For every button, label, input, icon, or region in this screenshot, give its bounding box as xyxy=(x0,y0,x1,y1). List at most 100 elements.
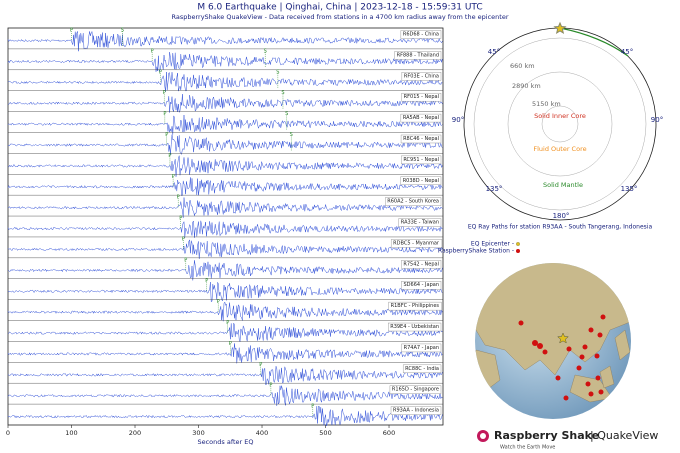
title: M 6.0 Earthquake | Qinghai, China | 2023… xyxy=(197,3,482,13)
x-tick-label: 200 xyxy=(129,429,141,437)
station-label-box xyxy=(401,281,442,290)
station-label: R7542 - Nepal xyxy=(403,261,439,267)
legend-epicenter: EQ Epicenter - xyxy=(471,241,514,248)
station-label: R8C46 - Nepal xyxy=(403,136,439,142)
station-label-box xyxy=(400,134,442,144)
p-label: P xyxy=(70,28,73,34)
waveform xyxy=(7,114,443,135)
waveform xyxy=(8,155,443,177)
waveform xyxy=(7,30,443,52)
waveform xyxy=(7,71,443,92)
angle-label: 135° xyxy=(621,185,638,193)
station-label-box xyxy=(398,218,442,227)
station-label: R038D - Nepal xyxy=(403,178,439,184)
depth-label: 660 km xyxy=(510,62,535,70)
waveform xyxy=(7,197,443,218)
p-label: P xyxy=(229,341,232,347)
s-label: S xyxy=(276,69,279,75)
waveform xyxy=(7,301,443,322)
waveform xyxy=(7,177,443,197)
angle-label: 45° xyxy=(621,48,633,56)
depth-label: 2890 km xyxy=(512,82,541,90)
station-label: R93AA - Indonesia xyxy=(393,408,439,414)
waveform xyxy=(7,134,443,155)
station-label-box xyxy=(401,343,442,353)
ray-diagram: 660 km 2890 km 5150 km Solid Inner Core … xyxy=(452,21,663,231)
p-label: P xyxy=(226,320,229,326)
logo: Raspberry Shake | QuakeView Watch the Ea… xyxy=(477,429,658,451)
angle-label: 90° xyxy=(452,116,464,124)
waveform xyxy=(7,238,443,260)
station-label-box xyxy=(400,30,442,39)
waveform xyxy=(7,343,443,364)
p-label: P xyxy=(165,132,168,138)
waveform xyxy=(7,322,443,342)
station-label-box xyxy=(390,239,443,248)
waveform xyxy=(7,366,443,386)
subtitle: RaspberryShake QuakeView - Data received… xyxy=(171,13,508,21)
station-label: R6D68 - China xyxy=(403,32,439,38)
station-label: R1BFC - Philippines xyxy=(391,303,440,309)
angle-label: 135° xyxy=(486,185,503,193)
waveform xyxy=(7,282,443,303)
angle-label: 90° xyxy=(651,116,663,124)
station-label-box xyxy=(388,322,442,332)
waveform xyxy=(7,52,443,72)
s-label: S xyxy=(264,48,267,54)
core-label: Solid Inner Core xyxy=(534,112,586,120)
station-label: RC88C - India xyxy=(405,366,439,372)
station-label: R39E4 - Uzbekistan xyxy=(390,324,439,330)
logo-brand: Raspberry Shake xyxy=(494,429,599,442)
ray-caption: EQ Ray Paths for station R93AA - South T… xyxy=(468,224,653,231)
depth-label: 5150 km xyxy=(532,100,561,108)
waveform xyxy=(7,406,443,427)
p-label: P xyxy=(151,48,154,54)
station-label: RF015 - Nepal xyxy=(404,94,439,100)
x-tick-label: 300 xyxy=(192,429,204,437)
p-label: P xyxy=(172,174,175,180)
x-tick-label: 400 xyxy=(256,429,268,437)
logo-product: | QuakeView xyxy=(590,429,658,442)
angle-label: 180° xyxy=(553,212,570,220)
x-tick-label: 500 xyxy=(319,429,331,437)
station-label-box xyxy=(400,113,442,123)
station-label-box xyxy=(400,176,442,185)
x-tick-label: 600 xyxy=(383,429,395,437)
station-label-box xyxy=(401,260,442,269)
p-label: P xyxy=(182,236,185,242)
x-tick-label: 0 xyxy=(6,429,10,437)
station-label-box xyxy=(401,92,442,102)
station-label: RA33E - Taiwan xyxy=(401,220,439,226)
s-label: S xyxy=(285,111,288,117)
waveform xyxy=(7,385,443,406)
core-label: Fluid Outer Core xyxy=(533,145,586,153)
p-label: P xyxy=(163,111,166,117)
x-axis-label: Seconds after EQ xyxy=(197,438,253,446)
p-label: P xyxy=(259,362,262,368)
station-label-box xyxy=(389,385,442,394)
p-label: P xyxy=(168,153,171,159)
station-label-box xyxy=(401,155,442,165)
p-label: P xyxy=(179,216,182,222)
s-label: S xyxy=(281,90,284,96)
waveform xyxy=(7,94,443,114)
waveform xyxy=(7,260,443,281)
map: EQ Epicenter - RaspberryShake Station - xyxy=(438,241,631,419)
legend-station: RaspberryShake Station - xyxy=(438,248,514,255)
p-label: P xyxy=(311,404,314,410)
station-label: R74A7 - Japan xyxy=(404,345,439,351)
x-tick-label: 100 xyxy=(65,429,77,437)
station-label: RDBC5 - Myanmar xyxy=(393,240,440,246)
p-label: P xyxy=(205,278,208,284)
station-label: R60A2 - South Korea xyxy=(387,199,439,205)
station-label: RC951 - Nepal xyxy=(403,157,439,163)
station-label-box xyxy=(394,51,442,60)
s-label: S xyxy=(290,132,293,138)
station-label-box xyxy=(390,406,442,415)
mantle-label: Solid Mantle xyxy=(543,181,583,189)
station-label-box xyxy=(388,301,442,311)
p-label: P xyxy=(159,69,162,75)
plot-frame xyxy=(7,27,444,426)
p-label: P xyxy=(269,383,272,389)
